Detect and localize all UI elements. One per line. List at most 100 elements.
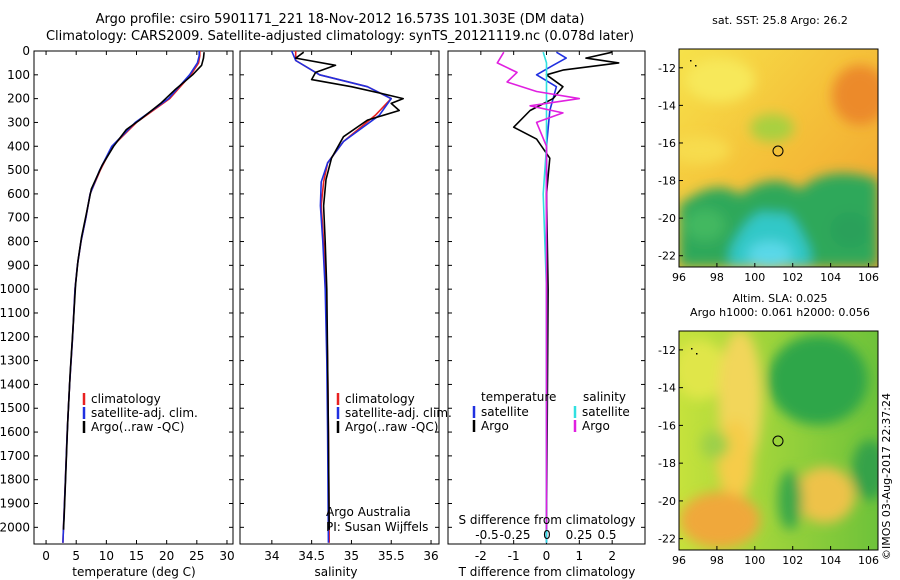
temperature-legend: climatology satellite-adj. clim. Argo(..…	[82, 392, 198, 434]
x-tick-label: 0	[543, 549, 551, 563]
y-tick-label: 800	[7, 235, 30, 249]
temperature-xlabel: temperature (deg C)	[72, 565, 195, 579]
difference-legend-salinity: salinity satellite Argo	[573, 390, 630, 433]
map-y-tick-label: -16	[658, 419, 676, 432]
s-tick-label: 0.25	[566, 528, 593, 542]
legend-label: climatology	[345, 392, 415, 406]
x-tick-label: 36	[423, 549, 438, 563]
sst-map-frame	[678, 48, 879, 268]
x-tick-label: 34.5	[298, 549, 325, 563]
sla-map-title-line2: Argo h1000: 0.061 h2000: 0.056	[690, 306, 870, 319]
map-x-tick-label: 96	[672, 271, 686, 284]
figure-title-line2: Climatology: CARS2009. Satellite-adjuste…	[45, 29, 635, 44]
x-tick-label: -2	[475, 549, 487, 563]
series-line	[62, 52, 205, 530]
imos-timestamp: ©IMOS 03-Aug-2017 22:37:24	[880, 393, 893, 560]
y-tick-label: 1300	[0, 354, 30, 368]
legend-title: temperature	[481, 390, 556, 404]
map-x-tick-label: 106	[858, 554, 879, 567]
series-line	[294, 51, 404, 530]
argo-annotation-line1: Argo Australia	[326, 505, 411, 519]
series-line	[62, 51, 200, 543]
series-line	[294, 51, 392, 543]
sst-map-title: sat. SST: 25.8 Argo: 26.2	[712, 14, 848, 27]
y-tick-label: 1500	[0, 401, 30, 415]
map-y-tick-label: -14	[658, 99, 676, 112]
difference-xlabel-top: S difference from climatology	[459, 513, 636, 527]
x-tick-label: 10	[99, 549, 114, 563]
map-x-tick-label: 102	[782, 554, 803, 567]
x-tick-label: 35	[344, 549, 359, 563]
legend-label: Argo(..raw -QC)	[345, 420, 438, 434]
y-tick-label: 1600	[0, 425, 30, 439]
legend-label: satellite	[481, 405, 529, 419]
legend-label: Argo	[481, 419, 509, 433]
s-tick-label: -0.25	[499, 528, 530, 542]
map-y-tick-label: -18	[658, 457, 676, 470]
s-tick-label: 0.5	[597, 528, 616, 542]
temperature-panel: 0100200300400500600700800900100011001200…	[0, 44, 235, 563]
sla-map	[679, 331, 878, 550]
x-tick-label: 25	[189, 549, 204, 563]
sst-map	[679, 49, 878, 267]
sla-map-title-line1: Altim. SLA: 0.025	[732, 292, 827, 305]
legend-label: satellite-adj. clim.	[345, 406, 452, 420]
map-x-tick-label: 104	[820, 271, 841, 284]
salinity-xlabel: salinity	[314, 565, 357, 579]
difference-legend-temperature: temperature satellite Argo	[472, 390, 556, 433]
sla-float-marker	[772, 435, 784, 447]
s-tick-label: -0.5	[475, 528, 498, 542]
y-tick-label: 1700	[0, 449, 30, 463]
argo-annotation-line2: PI: Susan Wijffels	[326, 520, 428, 534]
y-tick-label: 400	[7, 139, 30, 153]
map-x-tick-label: 96	[672, 554, 686, 567]
x-tick-label: 30	[219, 549, 234, 563]
map-y-tick-label: -20	[658, 212, 676, 225]
sst-float-marker	[772, 145, 784, 157]
sla-map-frame	[678, 330, 879, 551]
map-x-tick-label: 100	[744, 554, 765, 567]
x-tick-label: 15	[129, 549, 144, 563]
map-y-tick-label: -20	[658, 495, 676, 508]
map-y-tick-label: -22	[658, 250, 676, 263]
map-x-tick-label: 98	[710, 271, 724, 284]
y-tick-label: 600	[7, 187, 30, 201]
map-x-tick-label: 102	[782, 271, 803, 284]
x-tick-label: 1	[576, 549, 584, 563]
y-tick-label: 1000	[0, 282, 30, 296]
y-tick-label: 500	[7, 163, 30, 177]
x-tick-label: 35.5	[378, 549, 405, 563]
map-y-tick-label: -12	[658, 344, 676, 357]
y-tick-label: 1400	[0, 377, 30, 391]
map-x-tick-label: 98	[710, 554, 724, 567]
series-line	[535, 51, 567, 543]
salinity-panel: 34 34.5 35 35.5 36	[239, 50, 440, 563]
legend-label: climatology	[91, 392, 161, 406]
y-tick-label: 300	[7, 115, 30, 129]
difference-xlabel: T difference from climatology	[458, 565, 636, 579]
plot-frame	[33, 50, 234, 545]
map-y-tick-label: -12	[658, 62, 676, 75]
series-line	[62, 51, 201, 543]
map-y-tick-label: -22	[658, 533, 676, 546]
legend-label: satellite-adj. clim.	[91, 406, 198, 420]
legend-label: Argo	[582, 419, 610, 433]
map-x-tick-label: 106	[858, 271, 879, 284]
series-line	[496, 51, 581, 530]
x-tick-label: -1	[508, 549, 520, 563]
x-tick-label: 2	[608, 549, 616, 563]
series-line	[512, 51, 620, 530]
y-tick-label: 900	[7, 258, 30, 272]
map-x-tick-label: 100	[744, 271, 765, 284]
y-tick-label: 700	[7, 211, 30, 225]
y-tick-label: 1100	[0, 306, 30, 320]
x-tick-label: 34	[264, 549, 279, 563]
y-tick-label: 1200	[0, 330, 30, 344]
x-tick-label: 20	[159, 549, 174, 563]
salinity-legend: climatology satellite-adj. clim. Argo(..…	[336, 392, 452, 434]
y-tick-label: 100	[7, 68, 30, 82]
difference-panel: -2 -1 0 1 2	[447, 50, 646, 563]
y-tick-label: 0	[22, 44, 30, 58]
legend-label: satellite	[582, 405, 630, 419]
